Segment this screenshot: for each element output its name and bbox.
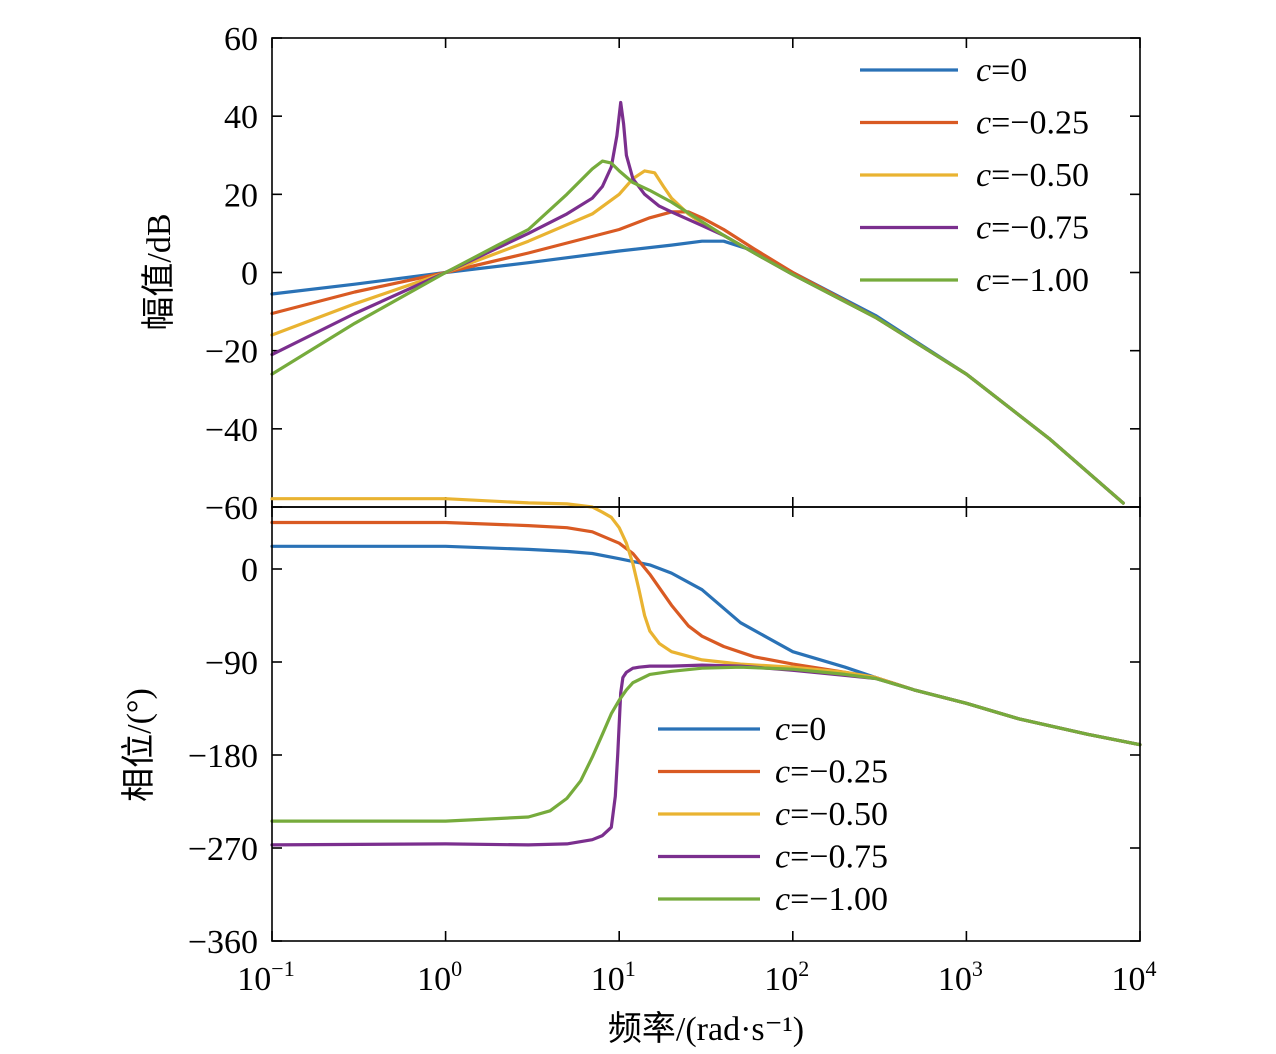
y-tick-label: −360: [188, 924, 258, 961]
legend-label-c-0: c=0: [976, 52, 1027, 89]
magnitude-ytick-labels: 60 40 20 0 −20 −40 −60: [205, 21, 258, 527]
y-tick-label: 20: [224, 177, 258, 214]
phase-panel: 0 −90 −180 −270 −360 相位/(°) c=0 c=−0.25 c=−0.5…: [120, 497, 1157, 1048]
y-tick-label: 0: [241, 552, 258, 589]
y-tick-label: −270: [188, 831, 258, 868]
legend-label-c-0-25: c=−0.25: [976, 105, 1089, 142]
y-tick-label: 0: [241, 256, 258, 293]
x-tick-label: 103: [938, 956, 983, 998]
y-tick-label: −60: [205, 490, 258, 527]
magnitude-series-c-0-25: [270, 210, 1125, 505]
legend-label-c-1-00: c=−1.00: [775, 881, 888, 918]
magnitude-y-axis-title: 幅值/dB: [140, 213, 178, 330]
y-tick-label: 40: [224, 99, 258, 136]
y-tick-label: 60: [224, 21, 258, 58]
legend-label-c-0: c=0: [775, 711, 826, 748]
magnitude-legend: c=0 c=−0.25 c=−0.50 c=−0.75 c=−1.00: [860, 52, 1089, 299]
phase-plot-frame: [271, 506, 1141, 942]
legend-label-c-1-00: c=−1.00: [976, 262, 1089, 299]
phase-y-axis-title: 相位/(°): [120, 688, 158, 802]
magnitude-panel: 60 40 20 0 −20 −40 −60 幅值/dB c=0 c=−0.25 c=−0.50…: [140, 21, 1141, 527]
legend-label-c-0-75: c=−0.75: [775, 839, 888, 876]
y-tick-label: −40: [205, 412, 258, 449]
phase-series-c-0-75: [270, 663, 1142, 847]
legend-label-c-0-50: c=−0.50: [976, 157, 1089, 194]
phase-ticks: [271, 507, 1141, 942]
phase-series-c-1-00: [270, 665, 1142, 823]
x-tick-labels: 10−1 100 101 102 103 104: [237, 956, 1156, 998]
x-tick-label: 101: [591, 956, 636, 998]
y-tick-label: −20: [205, 334, 258, 371]
legend-label-c-0-50: c=−0.50: [775, 796, 888, 833]
phase-ytick-labels: 0 −90 −180 −270 −360: [188, 552, 258, 961]
magnitude-series-c-1-00: [270, 159, 1125, 505]
x-tick-label: 104: [1112, 956, 1157, 998]
x-tick-label: 102: [764, 956, 809, 998]
magnitude-series-group: [270, 100, 1125, 505]
phase-series-c-0-50: [270, 497, 1142, 747]
legend-label-c-0-75: c=−0.75: [976, 210, 1089, 247]
phase-series-c-0-25: [270, 520, 1142, 747]
x-tick-label: 10−1: [237, 956, 294, 998]
x-tick-label: 100: [417, 956, 462, 998]
phase-legend: c=0 c=−0.25 c=−0.50 c=−0.75 c=−1.00: [658, 711, 888, 918]
legend-label-c-0-25: c=−0.25: [775, 754, 888, 791]
phase-series-group: [270, 497, 1142, 847]
x-axis-title: 频率/(rad·s⁻¹): [608, 1010, 804, 1048]
y-tick-label: −90: [205, 645, 258, 682]
y-tick-label: −180: [188, 738, 258, 775]
